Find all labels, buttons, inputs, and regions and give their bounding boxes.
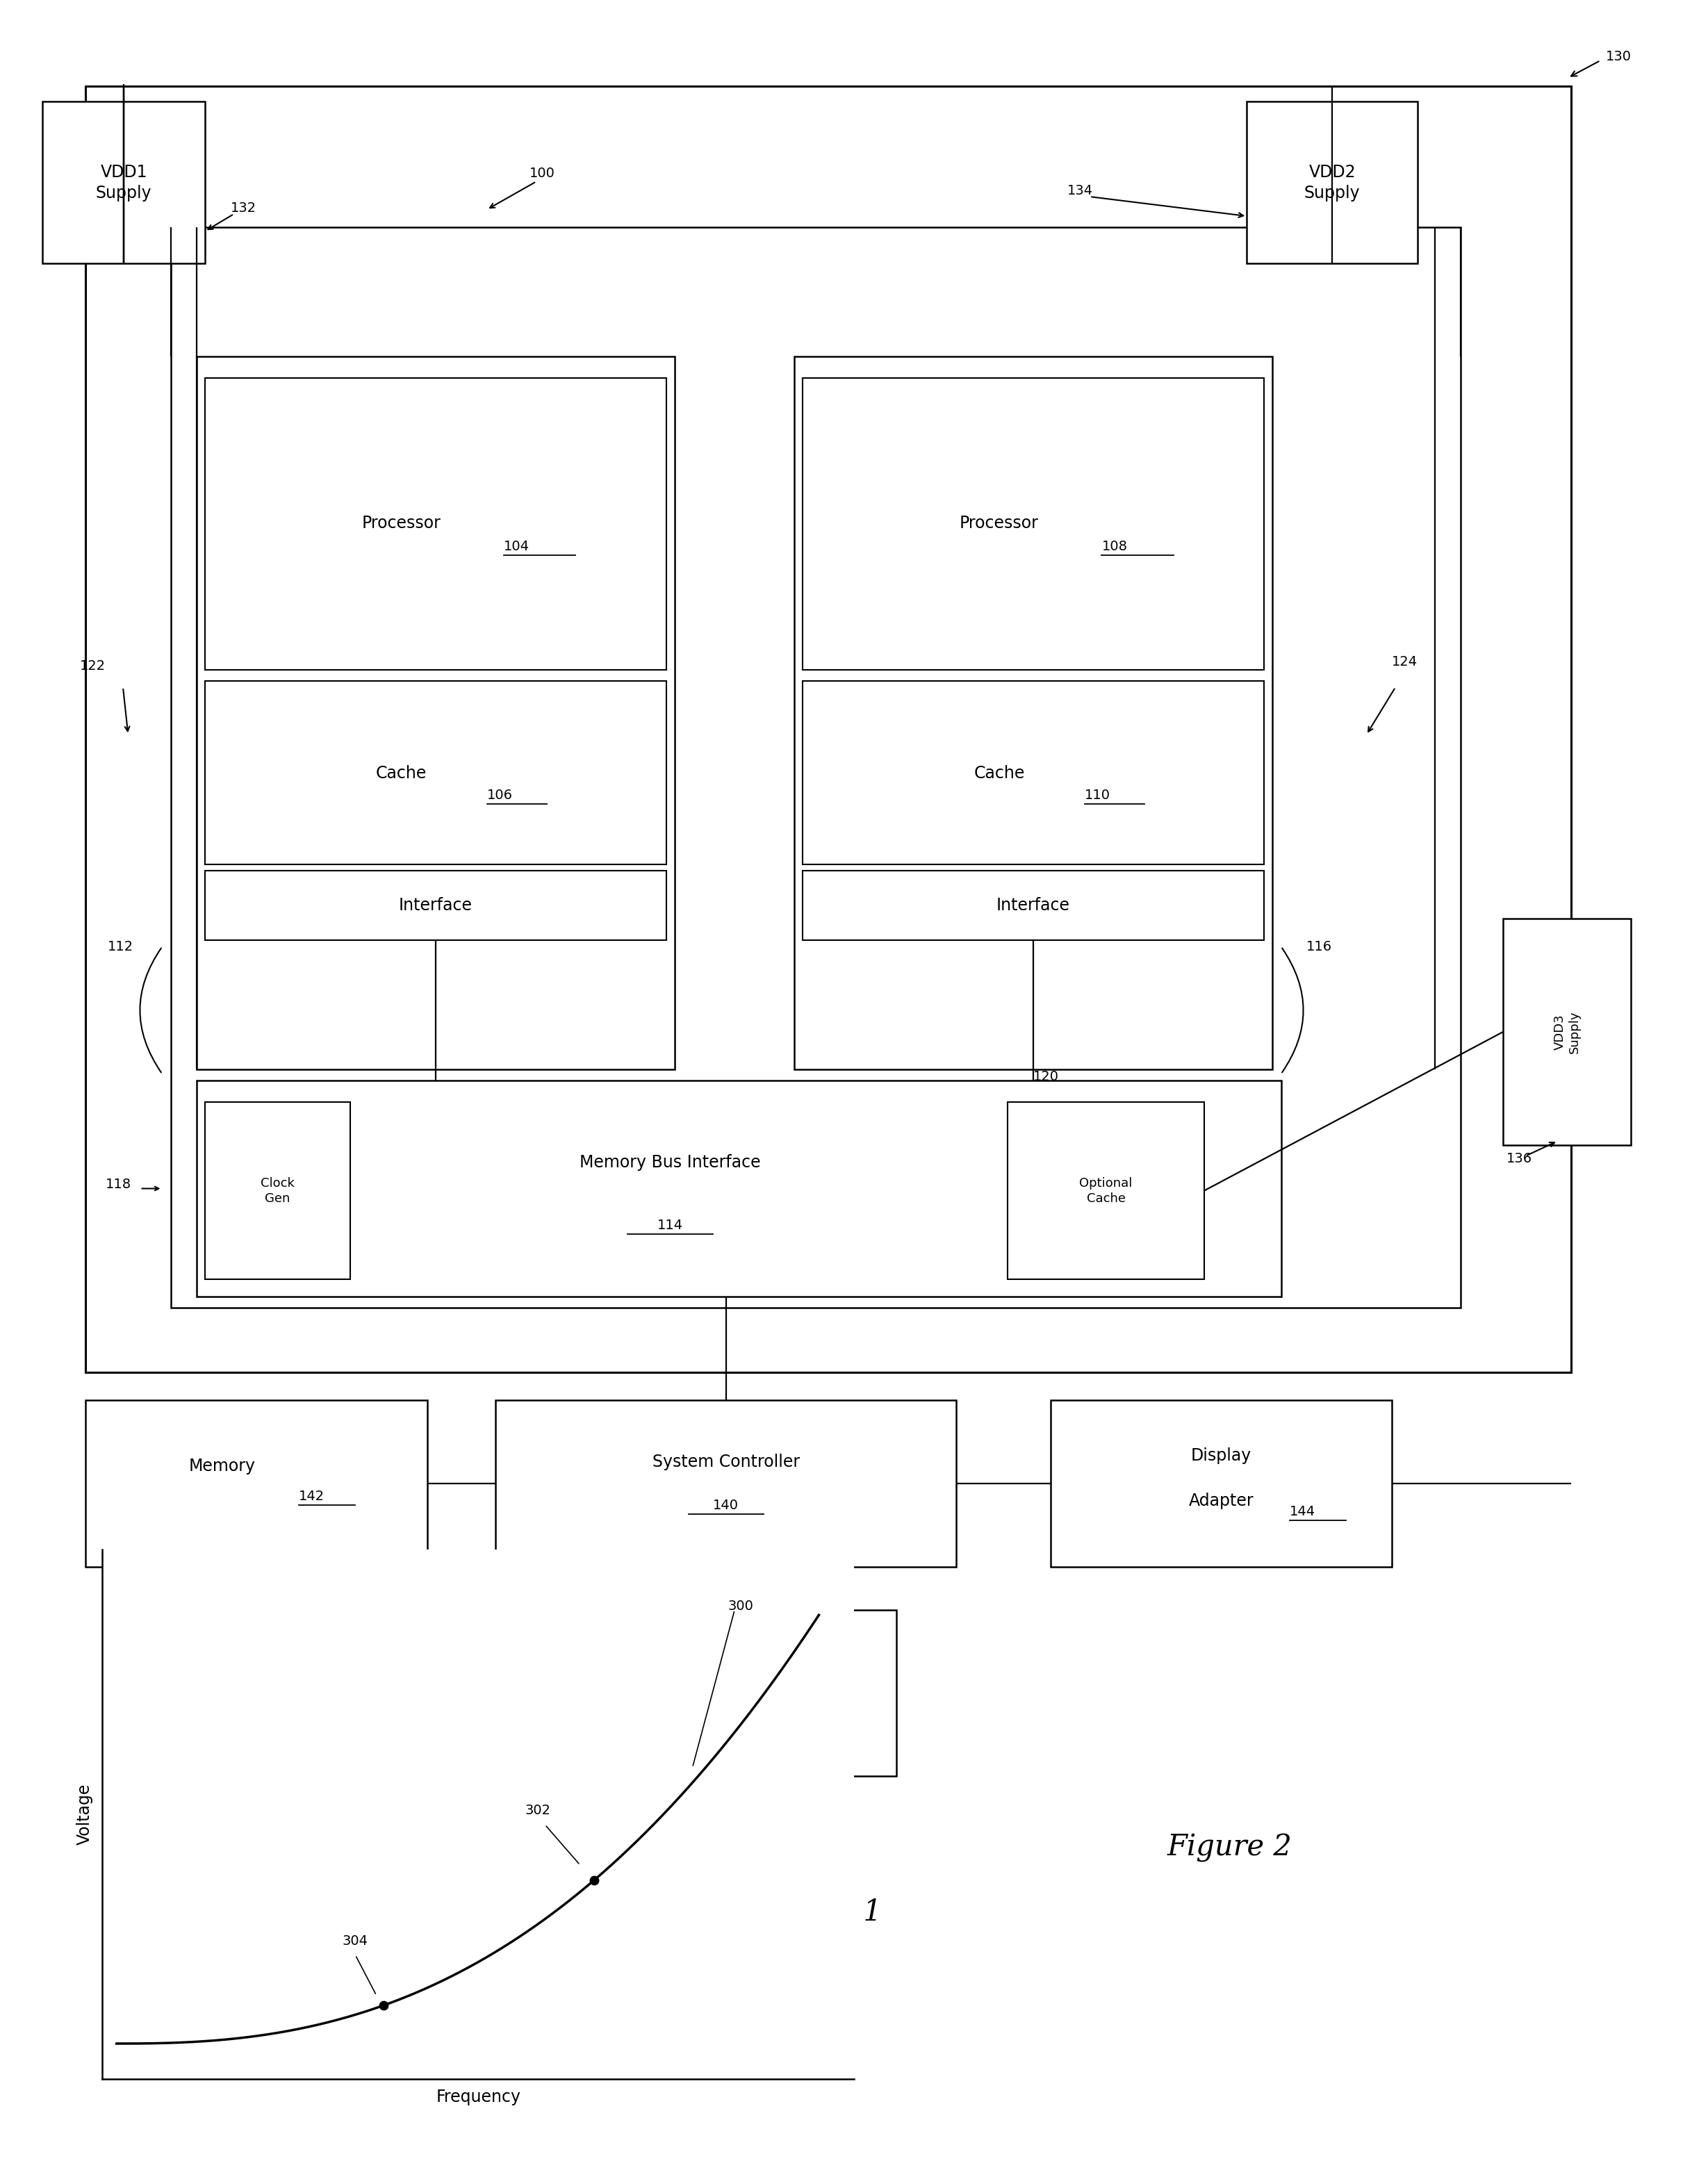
Text: Optional
Cache: Optional Cache xyxy=(1079,1178,1132,1204)
Text: Processor: Processor xyxy=(362,514,441,532)
FancyBboxPatch shape xyxy=(205,1102,350,1279)
Text: Figure 2: Figure 2 xyxy=(1167,1833,1293,1863)
Text: Clock
Gen: Clock Gen xyxy=(261,1178,294,1204)
Text: 122: 122 xyxy=(80,659,106,672)
Text: 114: 114 xyxy=(658,1219,683,1232)
Text: Cache: Cache xyxy=(376,765,427,782)
FancyBboxPatch shape xyxy=(205,378,666,670)
Text: VDD3
Supply: VDD3 Supply xyxy=(1554,1011,1580,1052)
Text: 304: 304 xyxy=(343,1934,369,1947)
Text: Cache: Cache xyxy=(974,765,1025,782)
Text: VDD1
Supply: VDD1 Supply xyxy=(96,164,152,201)
Text: 146: 146 xyxy=(741,1699,767,1714)
Text: 300: 300 xyxy=(728,1599,753,1612)
Text: Memory Bus Interface: Memory Bus Interface xyxy=(579,1154,762,1171)
Text: 144: 144 xyxy=(1290,1504,1315,1519)
Text: Interface: Interface xyxy=(996,897,1071,914)
FancyBboxPatch shape xyxy=(85,1400,427,1567)
Text: 120: 120 xyxy=(1033,1070,1059,1083)
Text: Interface: Interface xyxy=(398,897,473,914)
Text: 132: 132 xyxy=(231,201,256,214)
Text: 100: 100 xyxy=(529,166,555,179)
FancyBboxPatch shape xyxy=(85,86,1571,1372)
Text: 130: 130 xyxy=(1606,50,1631,63)
FancyBboxPatch shape xyxy=(205,871,666,940)
FancyBboxPatch shape xyxy=(1050,1400,1392,1567)
Text: Memory: Memory xyxy=(188,1459,256,1474)
Text: I/O Devices: I/O Devices xyxy=(594,1675,687,1690)
Text: 134: 134 xyxy=(1068,184,1093,197)
Text: Adapter: Adapter xyxy=(1189,1493,1254,1508)
Text: 112: 112 xyxy=(108,940,133,953)
Text: 110: 110 xyxy=(1085,789,1110,802)
Text: 136: 136 xyxy=(1506,1152,1532,1165)
FancyBboxPatch shape xyxy=(171,227,1460,1307)
FancyBboxPatch shape xyxy=(1503,918,1631,1145)
Text: 140: 140 xyxy=(712,1500,740,1513)
Text: 124: 124 xyxy=(1392,655,1418,668)
FancyBboxPatch shape xyxy=(1008,1102,1204,1279)
FancyBboxPatch shape xyxy=(196,1080,1281,1297)
FancyBboxPatch shape xyxy=(205,681,666,864)
FancyBboxPatch shape xyxy=(803,871,1264,940)
FancyBboxPatch shape xyxy=(196,357,675,1070)
Text: 142: 142 xyxy=(299,1491,325,1504)
Text: 104: 104 xyxy=(504,540,529,553)
FancyBboxPatch shape xyxy=(794,357,1272,1070)
Text: 116: 116 xyxy=(1307,940,1332,953)
Y-axis label: Voltage: Voltage xyxy=(77,1783,92,1845)
Text: 118: 118 xyxy=(106,1178,132,1191)
FancyBboxPatch shape xyxy=(803,378,1264,670)
FancyBboxPatch shape xyxy=(436,1610,897,1776)
FancyBboxPatch shape xyxy=(43,102,205,264)
FancyBboxPatch shape xyxy=(495,1400,956,1567)
Text: System Controller: System Controller xyxy=(652,1454,799,1469)
FancyBboxPatch shape xyxy=(1247,102,1418,264)
Text: Processor: Processor xyxy=(960,514,1038,532)
Text: Display: Display xyxy=(1190,1448,1252,1463)
Text: Figure 1: Figure 1 xyxy=(757,1897,883,1928)
Text: 106: 106 xyxy=(487,789,512,802)
Text: 302: 302 xyxy=(524,1804,550,1817)
Text: 108: 108 xyxy=(1102,540,1127,553)
FancyBboxPatch shape xyxy=(803,681,1264,864)
Text: VDD2
Supply: VDD2 Supply xyxy=(1305,164,1360,201)
X-axis label: Frequency: Frequency xyxy=(436,2088,521,2105)
